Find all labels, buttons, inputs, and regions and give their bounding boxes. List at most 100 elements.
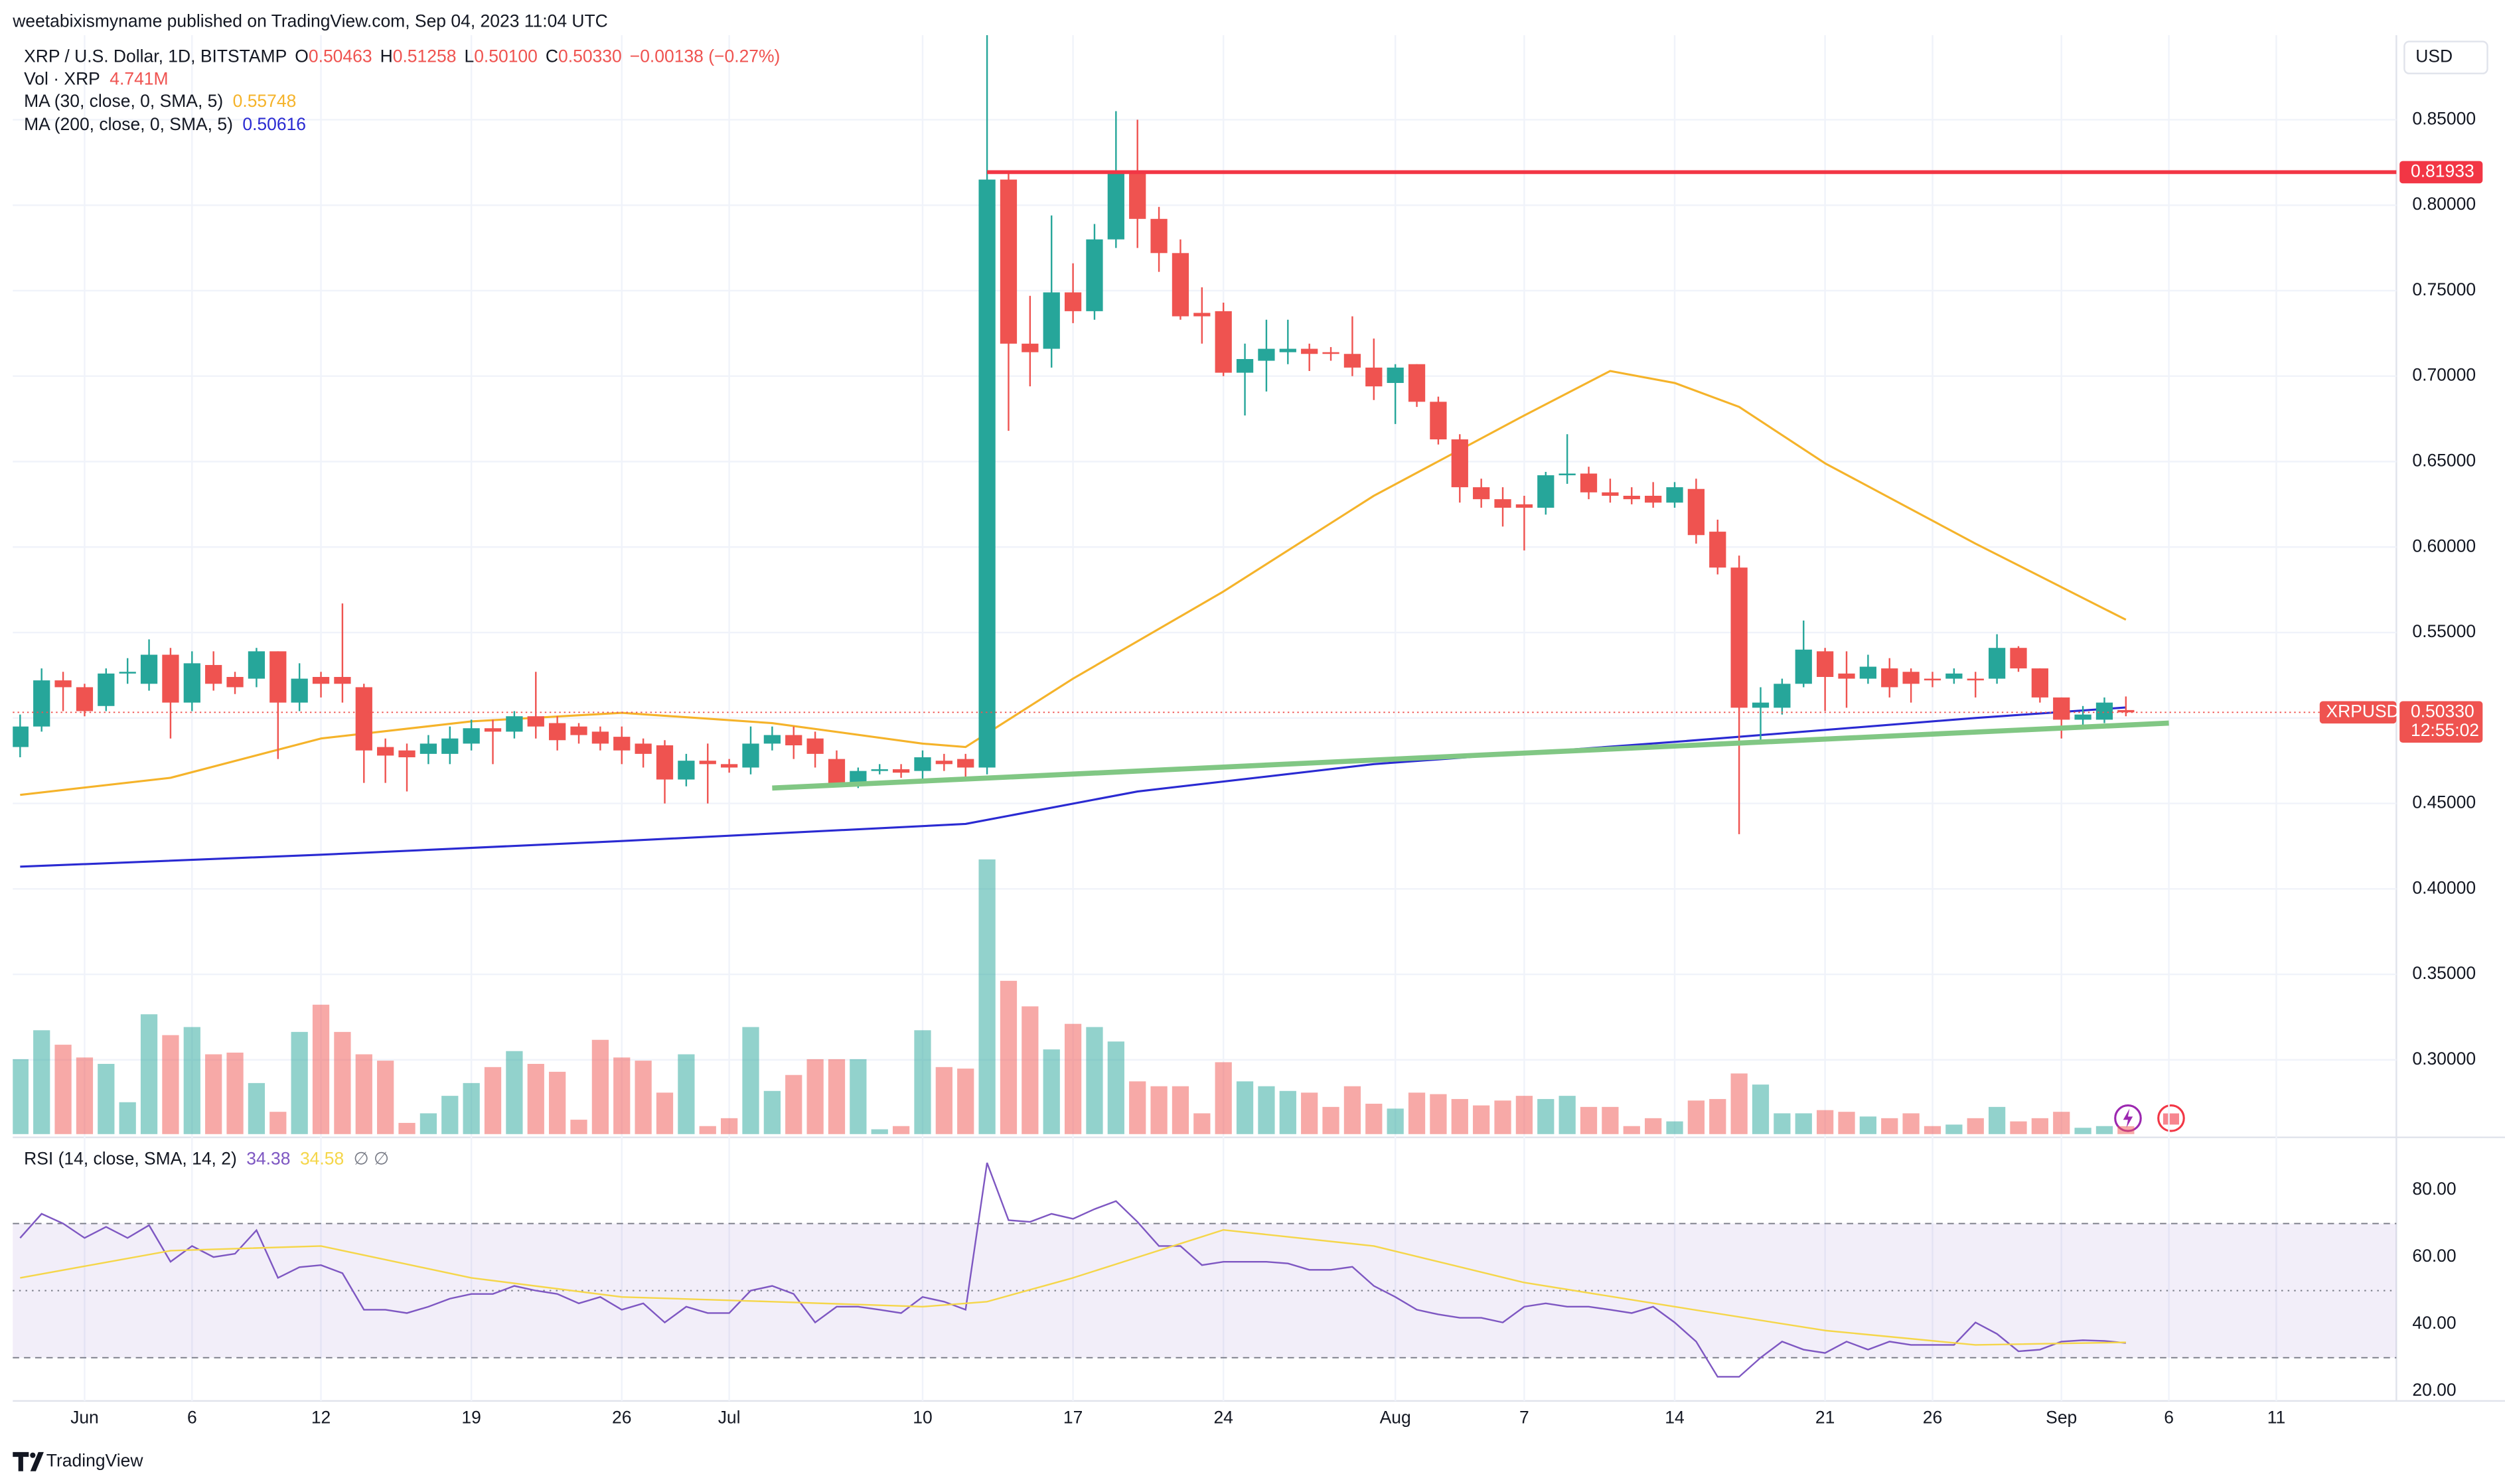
candle-body: [828, 759, 846, 783]
volume-bar: [978, 859, 996, 1134]
volume-bar: [1623, 1126, 1640, 1134]
candle-body: [140, 654, 158, 684]
candle-body: [699, 761, 716, 765]
volume-bar: [441, 1096, 459, 1134]
volume-bar: [162, 1035, 179, 1134]
trendline: [772, 720, 2169, 791]
volume-bar: [1322, 1106, 1339, 1134]
candle-body: [635, 743, 652, 754]
candle-body: [506, 716, 523, 732]
y-tick-label: 0.65000: [2412, 450, 2476, 470]
volume-bar: [419, 1113, 437, 1134]
candle-body: [162, 654, 179, 703]
volume-bar: [1558, 1096, 1576, 1134]
volume-bar: [871, 1129, 888, 1134]
candle-body: [1988, 648, 2006, 679]
x-tick-label: 6: [2164, 1407, 2174, 1427]
volume-bar: [1967, 1118, 1984, 1134]
candle-body: [1430, 402, 1447, 440]
candle-body: [98, 673, 115, 706]
legend-part: 0.50330: [558, 46, 622, 66]
candle-body: [935, 761, 952, 765]
volume-bar: [850, 1059, 867, 1134]
candle-body: [720, 764, 738, 768]
currency[interactable]: USD: [2415, 46, 2453, 66]
legend-part: 0.55748: [233, 91, 297, 111]
candle-body: [1365, 367, 1383, 387]
candle-body: [355, 687, 372, 751]
x-tick-label: 6: [187, 1407, 197, 1427]
volume-bar: [549, 1071, 566, 1134]
volume-bar: [2031, 1118, 2048, 1134]
y-tick-label: 0.55000: [2412, 621, 2476, 641]
candle-body: [419, 743, 437, 754]
y-tick-label: 0.30000: [2412, 1049, 2476, 1069]
volume-bar: [1687, 1100, 1705, 1134]
legend-part: 0.51258: [393, 46, 457, 66]
candle-body: [591, 731, 609, 744]
candle-body: [1580, 473, 1598, 492]
candle-body: [785, 735, 802, 746]
rsi-pane: [19, 1162, 2126, 1378]
candle-body: [1537, 475, 1555, 508]
x-tick-label: Sep: [2046, 1407, 2077, 1427]
volume-bar: [291, 1031, 308, 1134]
candle-body: [1774, 684, 1791, 708]
volume-bar: [2074, 1128, 2091, 1134]
candle-body: [1473, 487, 1490, 500]
candle-body: [1107, 173, 1124, 240]
x-tick-label: 10: [913, 1407, 932, 1427]
volume-bar: [635, 1061, 652, 1134]
candle-body: [2031, 668, 2048, 698]
y-tick-label: 0.75000: [2412, 279, 2476, 299]
volume-bar: [1150, 1086, 1168, 1134]
volume-bar: [1258, 1086, 1275, 1134]
rsi-ma-line: [20, 1228, 2126, 1346]
moving-average: [20, 370, 2127, 796]
y-tick-label: 0.60000: [2412, 536, 2476, 556]
candle-body: [76, 687, 94, 711]
volume-bar: [785, 1075, 802, 1134]
candle-body: [2095, 702, 2113, 720]
candle-body: [1279, 348, 1296, 352]
candle-body: [2074, 714, 2091, 720]
countdown: 12:55:02: [2411, 720, 2479, 740]
volume-bar: [2053, 1112, 2070, 1134]
x-tick-label: 26: [1923, 1407, 1942, 1427]
volume-bar: [1902, 1113, 1920, 1134]
volume-bar: [1086, 1027, 1103, 1134]
candle-body: [1322, 352, 1339, 354]
candle-body: [806, 738, 824, 754]
candle-body: [1602, 492, 1619, 496]
candle-body: [13, 726, 29, 747]
volume-bar: [742, 1027, 759, 1134]
candle-body: [1730, 567, 1748, 708]
volume-bar: [76, 1057, 94, 1134]
volume-bar: [828, 1059, 846, 1134]
volume-bar: [1279, 1090, 1296, 1134]
currency-button[interactable]: [2403, 40, 2488, 74]
symbol-label: XRPUSD: [2326, 701, 2399, 721]
legend-part: 34.38: [246, 1148, 290, 1168]
legend-part: ∅ ∅: [354, 1148, 389, 1168]
volume-bar: [377, 1061, 394, 1134]
candle-body: [1902, 672, 1920, 684]
y-tick-label: 0.35000: [2412, 963, 2476, 983]
candle-body: [205, 664, 222, 684]
x-tick-label: 12: [311, 1407, 331, 1427]
candle-body: [377, 747, 394, 756]
volume-bar: [398, 1122, 416, 1134]
legend-part: MA (30, close, 0, SMA, 5): [24, 91, 223, 111]
candle-body: [850, 771, 867, 783]
candle-body: [678, 761, 695, 780]
candle-body: [1881, 668, 1898, 688]
candle-body: [269, 651, 287, 703]
volume-bar: [269, 1112, 287, 1134]
legend-part: RSI (14, close, SMA, 14, 2): [24, 1148, 237, 1168]
candle-body: [527, 716, 544, 727]
x-tick-label: 14: [1665, 1407, 1684, 1427]
candle-body: [1515, 504, 1533, 508]
icons: [2114, 1104, 2185, 1132]
y-tick-label: 0.70000: [2412, 365, 2476, 385]
y-tick-label: 0.40000: [2412, 877, 2476, 897]
